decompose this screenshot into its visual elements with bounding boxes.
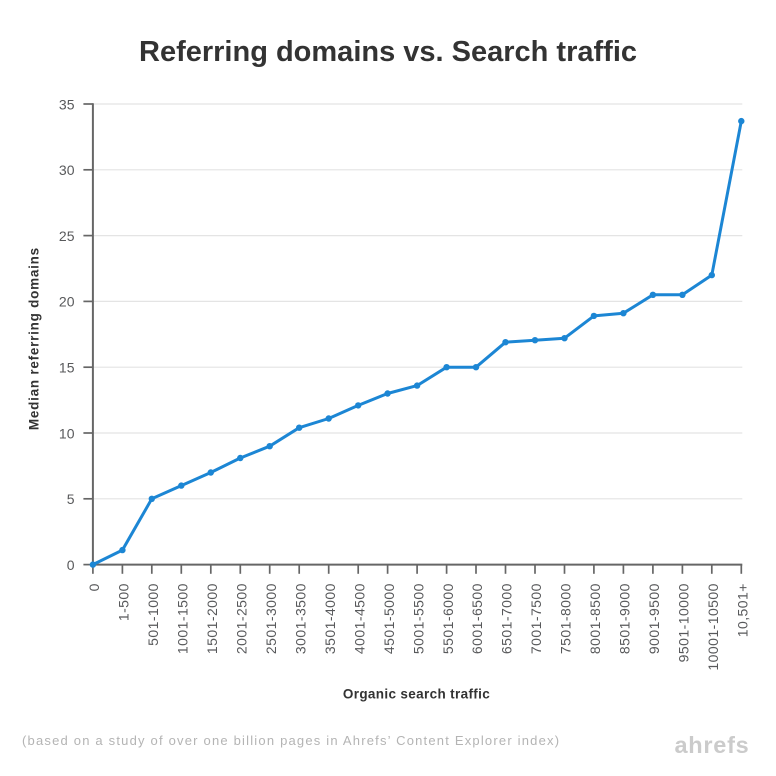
svg-text:35: 35 <box>59 96 75 112</box>
svg-text:Organic search traffic: Organic search traffic <box>343 686 490 701</box>
svg-text:6501-7000: 6501-7000 <box>499 583 515 654</box>
svg-text:6001-6500: 6001-6500 <box>469 583 485 654</box>
svg-text:2501-3000: 2501-3000 <box>263 583 279 654</box>
svg-text:1001-1500: 1001-1500 <box>175 583 191 654</box>
svg-text:10,501+: 10,501+ <box>735 583 751 637</box>
svg-text:5001-5500: 5001-5500 <box>410 583 426 654</box>
svg-text:9001-9500: 9001-9500 <box>646 583 662 654</box>
svg-text:25: 25 <box>59 228 75 244</box>
svg-text:10001-10500: 10001-10500 <box>705 583 721 670</box>
svg-text:4501-5000: 4501-5000 <box>381 583 397 654</box>
svg-text:10: 10 <box>59 425 75 441</box>
svg-text:Median referring domains: Median referring domains <box>26 247 41 430</box>
svg-text:5: 5 <box>67 491 75 507</box>
svg-text:7501-8000: 7501-8000 <box>558 583 574 654</box>
svg-text:3501-4000: 3501-4000 <box>322 583 338 654</box>
svg-text:8001-8500: 8001-8500 <box>587 583 603 654</box>
svg-text:15: 15 <box>59 360 75 376</box>
svg-text:5501-6000: 5501-6000 <box>440 583 456 654</box>
svg-text:20: 20 <box>59 294 75 310</box>
svg-text:0: 0 <box>67 557 75 573</box>
svg-text:9501-10000: 9501-10000 <box>676 583 692 662</box>
svg-text:501-1000: 501-1000 <box>145 583 161 646</box>
svg-text:1-500: 1-500 <box>116 583 132 621</box>
svg-text:7001-7500: 7001-7500 <box>528 583 544 654</box>
svg-text:2001-2500: 2001-2500 <box>234 583 250 654</box>
svg-text:0: 0 <box>86 583 102 591</box>
svg-text:1501-2000: 1501-2000 <box>204 583 220 654</box>
svg-text:4001-4500: 4001-4500 <box>351 583 367 654</box>
svg-text:30: 30 <box>59 162 75 178</box>
svg-text:8501-9000: 8501-9000 <box>617 583 633 654</box>
svg-text:3001-3500: 3001-3500 <box>292 583 308 654</box>
